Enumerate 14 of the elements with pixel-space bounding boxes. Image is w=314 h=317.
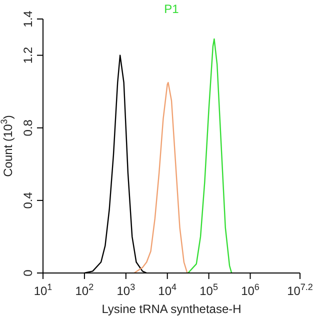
y-tick-label: 0.8 <box>21 119 35 136</box>
x-tick-label: 10$^{2}$ <box>75 282 94 298</box>
x-tick-label: 10$^{6}$ <box>241 282 260 298</box>
x-tick-label: 10$^{3}$ <box>116 282 136 298</box>
x-axis-title: Lysine tRNA synthetase-H <box>102 302 242 316</box>
y-tick-label: 0.4 <box>21 192 35 209</box>
y-tick-label: 1.4 <box>21 10 35 28</box>
x-tick-label: 10$^{7.2}$ <box>287 282 313 298</box>
y-tick-label: 1.2 <box>21 46 35 64</box>
x-tick-label: 10$^{4}$ <box>158 282 177 298</box>
x-tick-label: 10$^{5}$ <box>200 282 218 298</box>
y-tick-label: 0 <box>21 269 35 276</box>
chart-title: P1 <box>163 2 180 16</box>
x-tick-label: 10$^{1}$ <box>34 282 52 298</box>
